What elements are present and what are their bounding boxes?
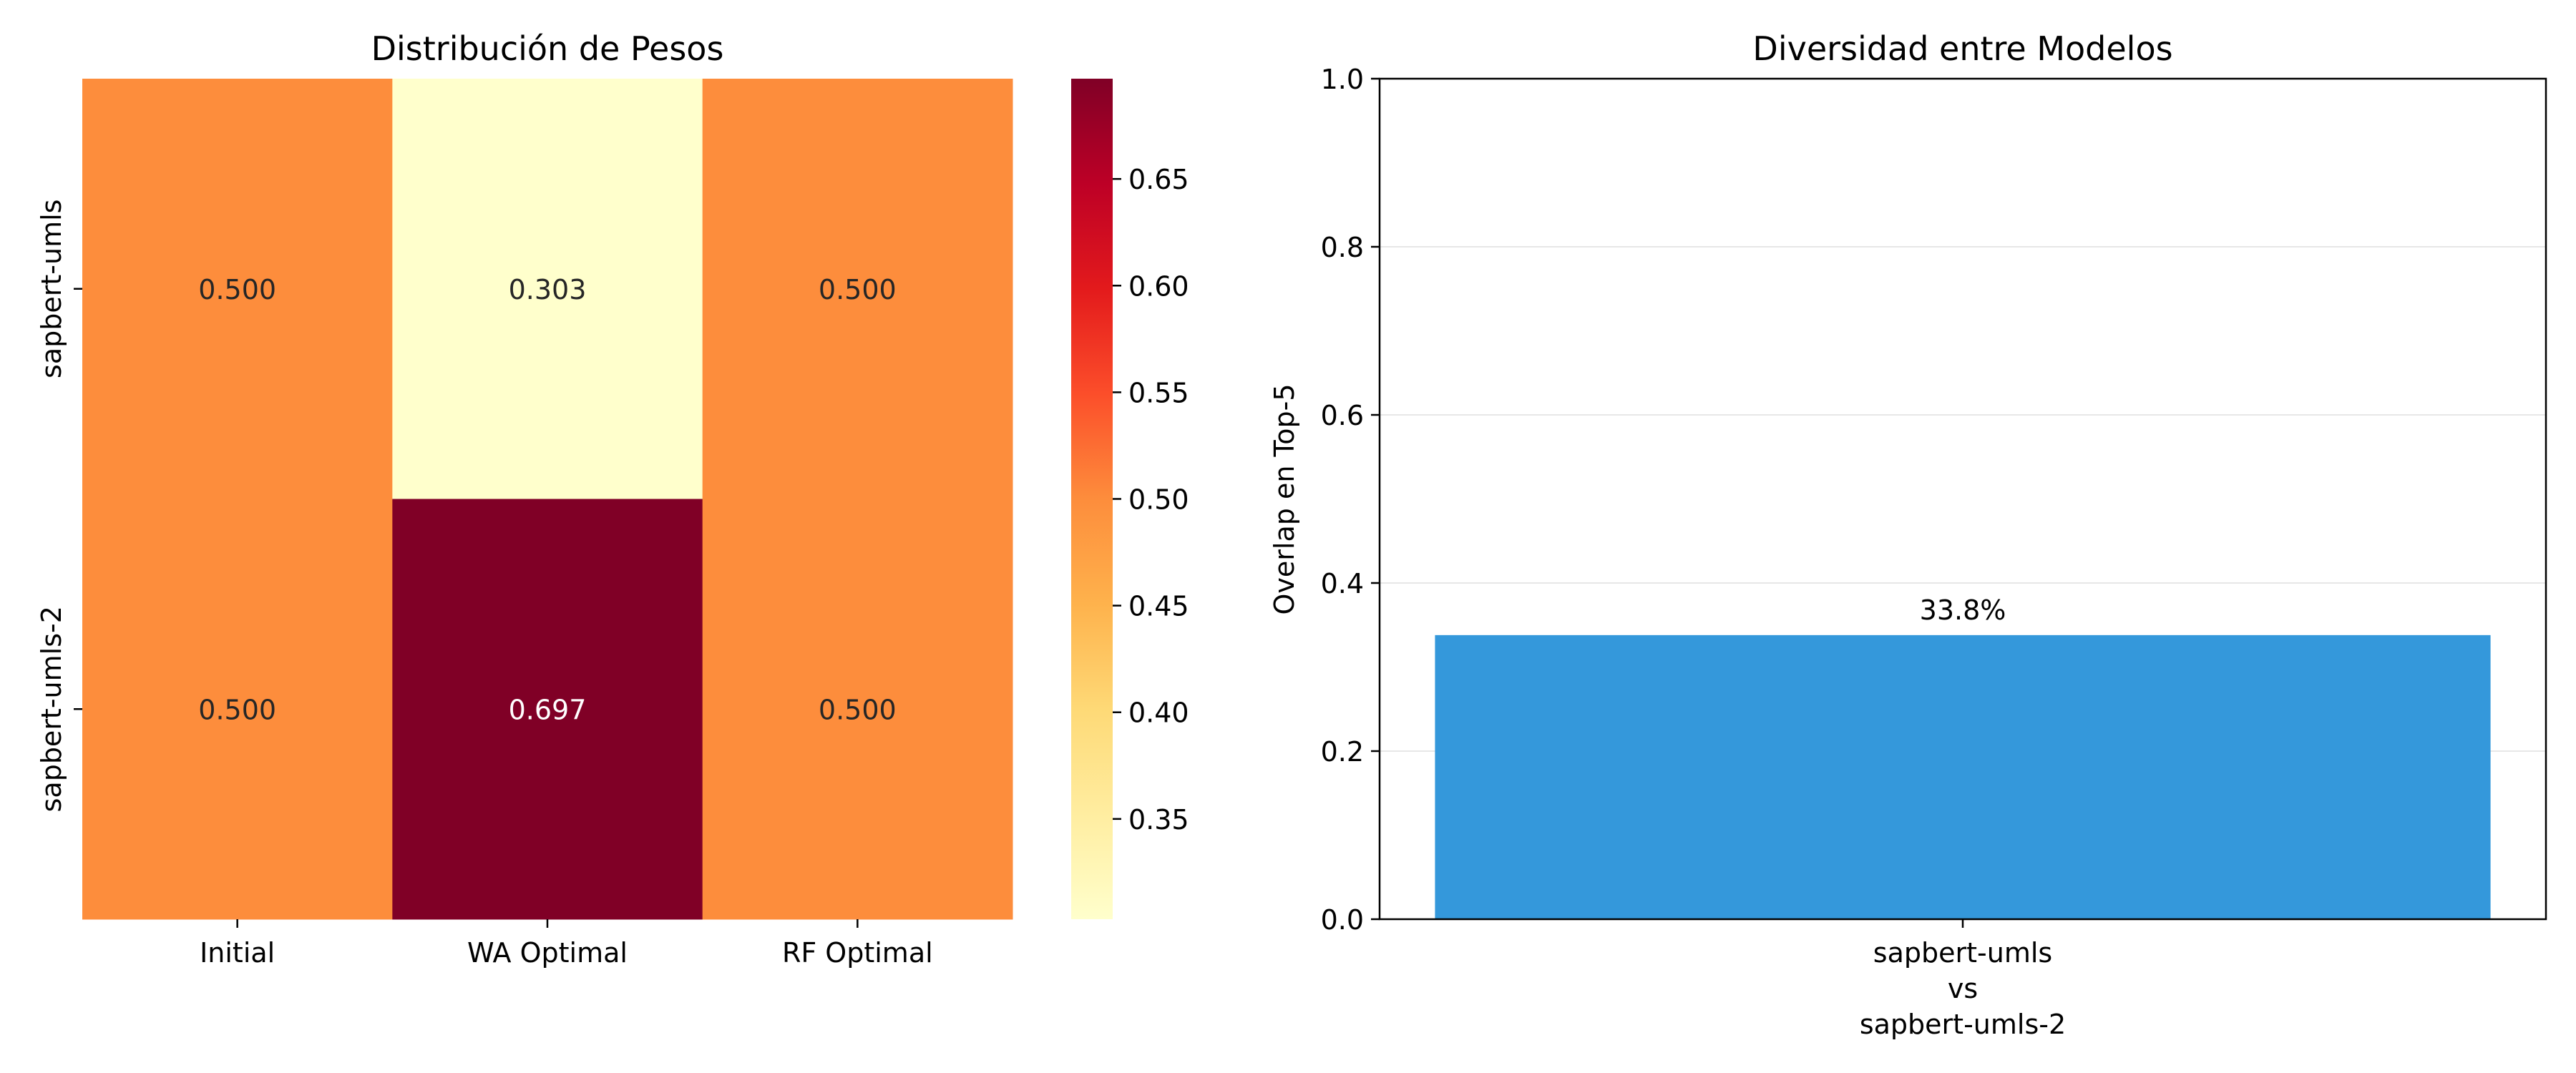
heatmap-row-ticks: sapbert-umls sapbert-umls-2 (36, 200, 82, 812)
bar (1435, 635, 2491, 919)
heatmap-cell (392, 499, 703, 920)
bar-x-ticks: sapbert-umls vs sapbert-umls-2 (1860, 919, 2066, 1040)
bar-panel: Diversidad entre Modelos 33.8% 0.0 0.2 0.4… (1269, 29, 2547, 1040)
heatmap-row-label: sapbert-umls-2 (36, 606, 67, 812)
bar-y-tick-label: 0.0 (1321, 904, 1364, 936)
bar-bars (1435, 635, 2491, 919)
colorbar-tick-label: 0.60 (1128, 270, 1189, 302)
bar-y-tick-label: 0.8 (1321, 232, 1364, 263)
colorbar: 0.35 0.40 0.45 0.50 0.55 0.60 0.65 (1071, 79, 1189, 919)
heatmap-column-label: Initial (200, 937, 275, 969)
heatmap-cell-label: 0.303 (509, 274, 587, 305)
heatmap-cell (392, 79, 703, 499)
colorbar-tick-label: 0.40 (1128, 697, 1189, 729)
heatmap-cell-label: 0.500 (198, 694, 276, 725)
bar-y-tick-label: 0.6 (1321, 400, 1364, 431)
heatmap-cell-label: 0.500 (819, 274, 897, 305)
bar-ylabel: Overlap en Top-5 (1269, 384, 1300, 615)
bar-title: Diversidad entre Modelos (1752, 29, 2172, 68)
heatmap-cell-label: 0.500 (198, 274, 276, 305)
bar-data-label: 33.8% (1920, 594, 2006, 626)
colorbar-tick-label: 0.65 (1128, 164, 1189, 195)
bar-y-tick-label: 1.0 (1321, 64, 1364, 95)
heatmap-cell-label: 0.500 (819, 694, 897, 725)
bar-x-tick-label: vs (1948, 973, 1978, 1004)
heatmap-panel: Distribución de Pesos 0.500 0.303 0.5000.5… (36, 29, 1013, 969)
bar-y-ticks: 0.0 0.2 0.4 0.6 0.8 1.0 (1321, 64, 1380, 936)
heatmap-cell (702, 79, 1013, 499)
heatmap-column-ticks: Initial WA Optimal RF Optimal (200, 919, 933, 969)
heatmap-cell (82, 499, 393, 920)
colorbar-tick-label: 0.45 (1128, 591, 1189, 622)
heatmap-row-label: sapbert-umls (36, 200, 67, 378)
colorbar-tick-label: 0.50 (1128, 484, 1189, 516)
colorbar-ticks: 0.35 0.40 0.45 0.50 0.55 0.60 0.65 (1113, 164, 1189, 836)
heatmap-cells (82, 79, 1013, 920)
bar-x-tick-label: sapbert-umls-2 (1860, 1009, 2066, 1040)
heatmap-cell-labels: 0.500 0.303 0.500 0.500 0.697 0.500 (198, 274, 896, 726)
heatmap-title: Distribución de Pesos (371, 29, 724, 68)
bar-y-tick-label: 0.4 (1321, 568, 1364, 599)
heatmap-cell-label: 0.697 (509, 694, 587, 725)
colorbar-gradient (1071, 79, 1113, 919)
heatmap-cell (82, 79, 393, 499)
bar-data-labels: 33.8% (1920, 594, 2006, 626)
heatmap-cell (702, 499, 1013, 920)
heatmap-column-label: RF Optimal (782, 937, 933, 969)
heatmap-column-label: WA Optimal (467, 937, 628, 969)
bar-x-tick-label: sapbert-umls (1873, 937, 2052, 969)
colorbar-tick-label: 0.35 (1128, 804, 1189, 836)
colorbar-tick-label: 0.55 (1128, 377, 1189, 408)
bar-y-tick-label: 0.2 (1321, 736, 1364, 768)
